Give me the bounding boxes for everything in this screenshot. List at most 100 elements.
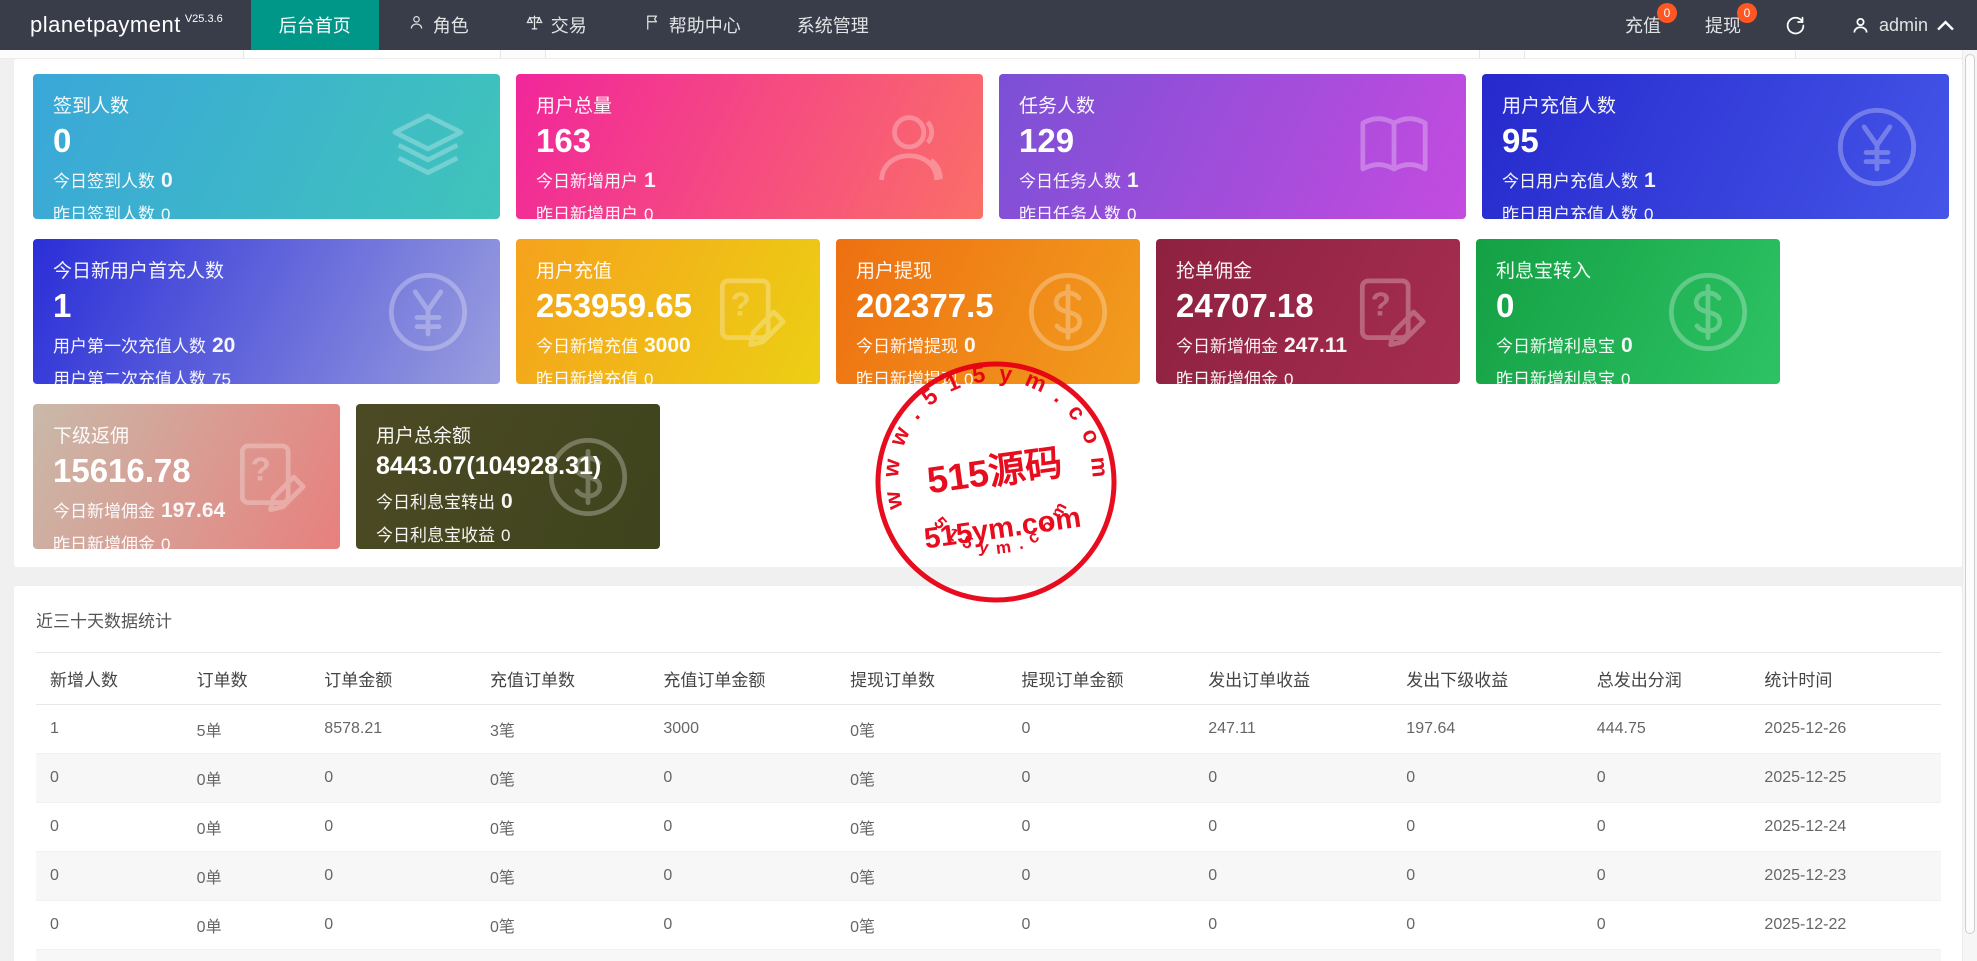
- stats-column-header: 提现订单金额: [1007, 652, 1195, 705]
- username: admin: [1878, 14, 1928, 35]
- table-cell: 0: [1582, 753, 1751, 803]
- table-cell: 0: [310, 753, 477, 803]
- card-title: 签到人数: [53, 96, 130, 117]
- table-cell: 0: [649, 900, 837, 950]
- user-menu[interactable]: admin: [1828, 0, 1977, 50]
- card-today-label: 今日新增用户: [536, 171, 638, 191]
- card-yesterday-value: 0: [1644, 204, 1654, 219]
- table-cell: 0笔: [836, 704, 1008, 754]
- app-title: planetpayment: [30, 12, 181, 37]
- card-today-value: 1: [1127, 168, 1139, 192]
- card-yesterday-line: 昨日新增提现 0: [856, 365, 1120, 384]
- card-today-value: 0: [501, 489, 513, 513]
- stat-card: 用户提现 202377.5 今日新增提现 0 昨日新增提现 0: [836, 239, 1140, 384]
- nav-item-label: 后台首页: [278, 16, 351, 36]
- top-navbar: planetpayment V25.3.6 后台首页 角色 交易 帮助中心 系统管理 充…: [0, 0, 1977, 50]
- stat-card: 用户充值 253959.65 今日新增充值 3000 昨日新增充值 0?: [516, 239, 820, 384]
- card-yesterday-line: 用户第二次充值人数 75: [53, 365, 480, 384]
- nav-item-2[interactable]: 角色: [379, 0, 497, 50]
- table-cell: 0: [1007, 851, 1195, 901]
- card-yesterday-label: 昨日新增佣金: [1176, 369, 1278, 384]
- card-value: 163: [536, 122, 592, 159]
- stats-column-header: 总发出分润: [1582, 652, 1751, 705]
- card-row-2: 今日新用户首充人数 1 用户第一次充值人数 20 用户第二次充值人数 75 用户充值 2539…: [33, 239, 1944, 384]
- tab-strip: [0, 50, 1977, 59]
- table-cell: 0: [1194, 900, 1393, 950]
- card-yesterday-value: 0: [644, 369, 654, 384]
- card-yesterday-label: 昨日新增利息宝: [1496, 369, 1615, 384]
- stat-card: 今日新用户首充人数 1 用户第一次充值人数 20 用户第二次充值人数 75: [33, 239, 500, 384]
- table-cell: 0笔: [836, 753, 1008, 803]
- svg-text:?: ?: [251, 450, 271, 487]
- card-yesterday-value: 0: [161, 534, 171, 549]
- recharge-badge: 0: [1656, 3, 1677, 23]
- card-today-value: 197.64: [161, 498, 226, 522]
- stat-card: 用户总余额 8443.07(104928.31) 今日利息宝转出 0 今日利息宝收益 0: [356, 404, 660, 549]
- card-today-label: 今日新增佣金: [1176, 336, 1278, 356]
- stat-card: 签到人数 0 今日签到人数 0 昨日签到人数 0: [33, 74, 500, 219]
- recharge-label: 充值: [1624, 16, 1661, 36]
- table-cell: 0: [1392, 949, 1583, 961]
- table-cell: 0笔: [836, 802, 1008, 852]
- card-value: 129: [1019, 122, 1075, 159]
- navbar-right: 充值 0 提现 0 admin: [1603, 0, 1977, 50]
- dashboard-cards-panel: 签到人数 0 今日签到人数 0 昨日签到人数 0 用户总量 163 今日新增用户 1 昨日新增用户 0…: [14, 59, 1963, 567]
- card-today-line: 今日用户充值人数 1: [1502, 167, 1929, 193]
- vertical-scrollbar[interactable]: [1962, 50, 1977, 961]
- nav-item-3[interactable]: 交易: [497, 0, 615, 50]
- card-value: 8443.07(104928.31): [376, 452, 602, 480]
- card-today-line: 用户第一次充值人数 20: [53, 332, 480, 358]
- card-yesterday-value: 0: [1284, 369, 1294, 384]
- card-yesterday-value: 75: [212, 369, 231, 384]
- card-yesterday-label: 今日利息宝收益: [376, 525, 495, 545]
- table-cell: 0: [1392, 900, 1583, 950]
- card-yesterday-value: 0: [644, 204, 654, 219]
- table-cell: 444.75: [1582, 704, 1751, 754]
- table-cell: 0: [649, 949, 837, 961]
- nav-item-4[interactable]: 帮助中心: [615, 0, 769, 50]
- stat-card: 用户总量 163 今日新增用户 1 昨日新增用户 0: [516, 74, 983, 219]
- stats-title: 近三十天数据统计: [36, 612, 172, 631]
- card-yesterday-label: 昨日任务人数: [1019, 204, 1121, 219]
- card-yesterday-label: 昨日签到人数: [53, 204, 155, 219]
- refresh-button[interactable]: [1763, 0, 1828, 50]
- card-title: 用户充值人数: [1502, 96, 1617, 117]
- tab-remnant: [545, 50, 1480, 58]
- card-title: 用户总量: [536, 96, 613, 117]
- card-today-line: 今日新增佣金 247.11: [1176, 332, 1440, 358]
- table-cell: 3笔: [476, 704, 650, 754]
- table-cell: 2025-12-25: [1750, 753, 1941, 803]
- card-today-label: 今日新增利息宝: [1496, 336, 1615, 356]
- table-cell: 0: [1194, 753, 1393, 803]
- card-yesterday-label: 昨日新增充值: [536, 369, 638, 384]
- card-today-value: 0: [161, 168, 173, 192]
- table-cell: 0: [36, 802, 183, 852]
- recharge-button[interactable]: 充值 0: [1603, 0, 1683, 50]
- scrollbar-thumb[interactable]: [1965, 54, 1975, 934]
- table-cell: 0: [1194, 802, 1393, 852]
- table-cell: 0: [310, 900, 477, 950]
- stat-card: 任务人数 129 今日任务人数 1 昨日任务人数 0: [999, 74, 1466, 219]
- card-yesterday-line: 昨日用户充值人数 0: [1502, 200, 1929, 219]
- card-today-label: 用户第一次充值人数: [53, 336, 206, 356]
- withdraw-button[interactable]: 提现 0: [1683, 0, 1763, 50]
- withdraw-label: 提现: [1704, 16, 1741, 36]
- stat-card: 下级返佣 15616.78 今日新增佣金 197.64 昨日新增佣金 0?: [33, 404, 340, 549]
- book-icon: [1350, 103, 1438, 191]
- table-cell: 8578.21: [310, 704, 477, 754]
- card-yesterday-line: 昨日新增充值 0: [536, 365, 800, 384]
- tab-remnant: [1524, 50, 1796, 58]
- table-cell: 0: [310, 851, 477, 901]
- table-cell: 0单: [182, 753, 311, 803]
- card-today-value: 0: [964, 333, 976, 357]
- table-cell: 2025-12-26: [1750, 704, 1941, 754]
- table-cell: 0笔: [836, 949, 1008, 961]
- card-yesterday-line: 今日利息宝收益 0: [376, 521, 640, 546]
- table-cell: 0: [1194, 949, 1393, 961]
- nav-item-1[interactable]: 后台首页: [250, 0, 379, 50]
- table-cell: 0单: [182, 900, 311, 950]
- table-cell: 0: [1007, 900, 1195, 950]
- card-yesterday-line: 昨日任务人数 0: [1019, 200, 1446, 219]
- nav-item-5[interactable]: 系统管理: [769, 0, 897, 50]
- table-cell: 0: [649, 851, 837, 901]
